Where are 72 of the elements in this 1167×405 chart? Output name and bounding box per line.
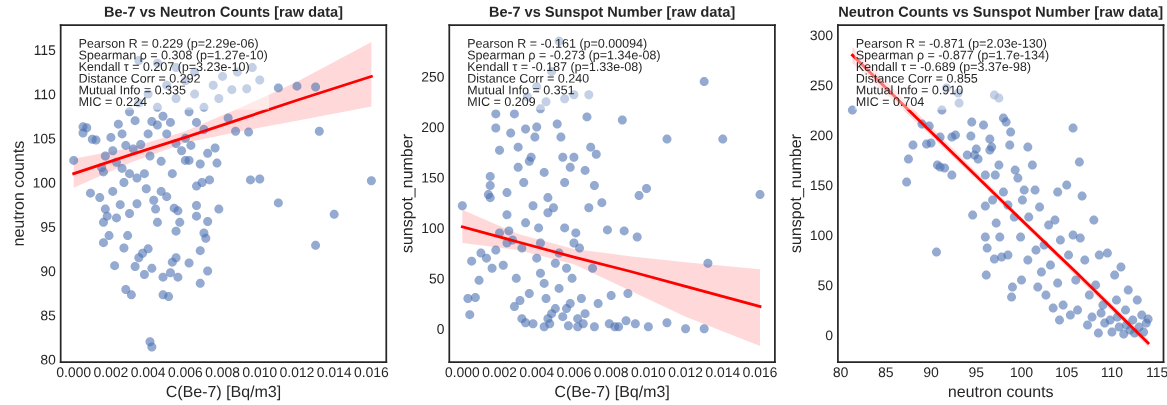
x-tick-label: 0.016 <box>354 367 389 378</box>
y-tick-label: 0 <box>437 324 444 334</box>
x-tick-label: 0.012 <box>280 367 314 378</box>
x-tick-label: 90 <box>923 367 939 378</box>
y-tick-label: 250 <box>421 71 444 82</box>
annotation: Mutual Info = 0.351 <box>468 85 574 95</box>
x-tick-label: 0.008 <box>594 367 628 378</box>
annotation: MIC = 0.209 <box>468 97 536 107</box>
x-tick-label: 0.000 <box>445 367 480 378</box>
x-tick-label: 0.010 <box>242 367 277 378</box>
x-tick-label: 80 <box>833 367 848 378</box>
y-tick-label: 50 <box>818 280 833 291</box>
x-tick-label: 0.010 <box>631 367 666 378</box>
x-axis-title: C(Be-7) [Bq/m3] <box>166 385 281 401</box>
x-axis-title: neutron counts <box>948 386 1053 398</box>
x-tick-label: 110 <box>1101 367 1123 378</box>
annotation: Spearman ρ = 0.308 (p=1.27e-10) <box>79 50 267 62</box>
y-axis-title: neutron counts <box>13 141 24 246</box>
y-tick-label: 95 <box>41 222 56 232</box>
y-tick-label: 115 <box>34 45 56 56</box>
chart-title: Be-7 vs Neutron Counts [raw data] <box>104 6 343 20</box>
x-tick-label: 0.004 <box>519 367 554 378</box>
annotation: MIC = 0.224 <box>79 97 147 107</box>
y-tick-label: 80 <box>40 354 56 365</box>
x-tick-label: 0.002 <box>482 367 517 378</box>
annotation: Kendall τ = 0.207 (p=3.23e-10) <box>79 61 249 74</box>
y-tick-label: 90 <box>41 266 56 277</box>
y-axis-title: sunspot_number <box>789 134 805 253</box>
x-tick-label: 105 <box>1056 367 1078 378</box>
line-series <box>72 75 373 176</box>
x-tick-label: 0.016 <box>743 367 777 378</box>
x-tick-label: 100 <box>1010 367 1033 378</box>
y-tick-label: 85 <box>40 310 56 321</box>
annotation: Distance Corr = 0.292 <box>79 73 200 83</box>
x-tick-label: 0.002 <box>94 367 128 378</box>
x-tick-label: 95 <box>969 367 984 378</box>
annotation: Pearson R = -0.161 (p=0.00094) <box>468 38 647 51</box>
x-tick-label: 0.014 <box>317 367 352 378</box>
y-tick-label: 0 <box>825 330 833 341</box>
y-tick-label: 250 <box>810 80 833 91</box>
y-tick-label: 300 <box>810 30 833 41</box>
x-tick-label: 85 <box>878 367 893 378</box>
x-tick-label: 0.000 <box>56 367 91 378</box>
annotation: Pearson R = -0.871 (p=2.03e-130) <box>856 38 1047 51</box>
chart-title: Be-7 vs Sunspot Number [raw data] <box>489 6 735 20</box>
chart-title: Neutron Counts vs Sunspot Number [raw data] <box>839 6 1163 20</box>
x-tick-label: 115 <box>1147 367 1167 378</box>
y-tick-label: 200 <box>810 130 833 141</box>
annotation: Spearman ρ = -0.877 (p=1.7e-134) <box>856 50 1049 62</box>
y-tick-label: 110 <box>34 89 56 100</box>
x-tick-label: 0.008 <box>205 367 240 378</box>
x-axis-title: C(Be-7) [Bq/m3] <box>555 385 669 401</box>
y-tick-label: 150 <box>422 172 444 183</box>
y-tick-label: 100 <box>422 223 444 234</box>
x-tick-label: 0.006 <box>168 367 203 378</box>
y-tick-label: 105 <box>33 133 56 144</box>
y-axis-title: sunspot_number <box>400 134 416 253</box>
x-tick-label: 0.004 <box>131 367 166 378</box>
x-tick-label: 0.006 <box>557 367 591 378</box>
line-series <box>460 225 762 308</box>
y-tick-label: 50 <box>429 273 444 284</box>
x-tick-label: 0.014 <box>705 367 740 378</box>
x-tick-label: 0.012 <box>668 367 703 378</box>
annotation: Pearson R = 0.229 (p=2.29e-06) <box>79 38 258 51</box>
annotation: Mutual Info = 0.335 <box>79 85 186 95</box>
annotation: Kendall τ = -0.187 (p=1.33e-08) <box>468 61 642 74</box>
annotation: Distance Corr = 0.240 <box>468 73 589 83</box>
y-tick-label: 100 <box>810 230 833 241</box>
y-tick-label: 150 <box>810 180 833 191</box>
y-tick-label: 200 <box>421 122 444 133</box>
annotation: Spearman ρ = -0.273 (p=1.34e-08) <box>467 50 660 62</box>
y-tick-label: 100 <box>33 177 56 188</box>
